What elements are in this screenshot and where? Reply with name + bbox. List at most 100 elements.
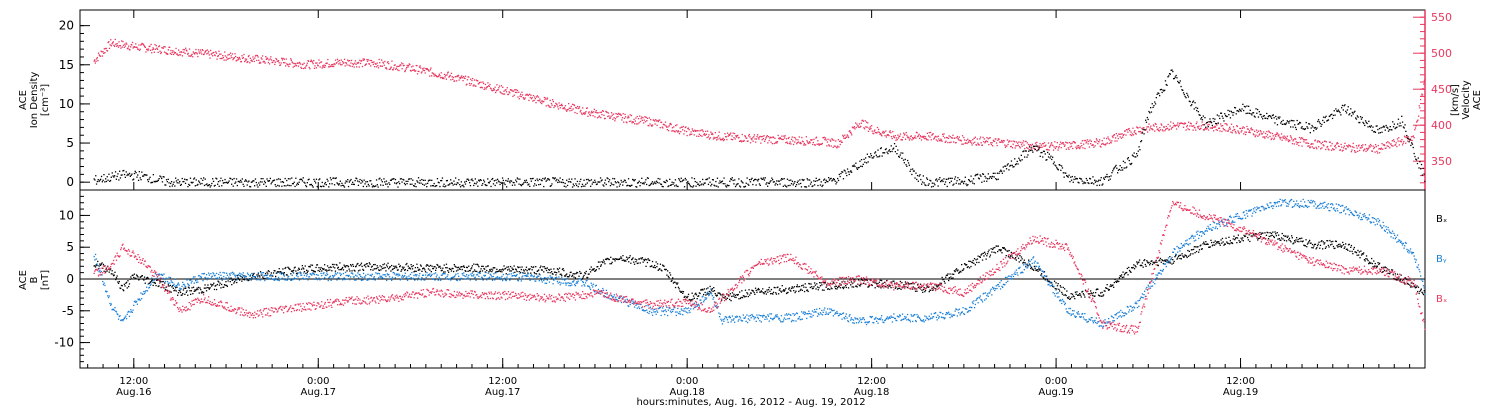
density-point — [1408, 141, 1410, 143]
bx-point — [363, 264, 365, 267]
velocity-point — [1418, 115, 1420, 117]
bx-point — [728, 295, 730, 297]
velocity-point — [1286, 137, 1288, 139]
velocity-point — [633, 118, 635, 120]
velocity-point — [611, 114, 613, 116]
velocity-point — [1361, 145, 1363, 147]
bx-point — [404, 269, 406, 271]
velocity-point — [241, 55, 243, 57]
velocity-point — [1289, 135, 1292, 137]
density-point — [543, 185, 545, 188]
velocity-point — [163, 45, 165, 48]
velocity-point — [1343, 147, 1345, 149]
velocity-point — [1193, 125, 1195, 127]
density-point — [1210, 120, 1212, 123]
density-point — [787, 184, 789, 187]
density-point — [1156, 93, 1158, 95]
velocity-point — [534, 96, 536, 98]
bx-point — [329, 266, 332, 268]
density-point — [108, 173, 110, 175]
velocity-point — [149, 49, 152, 51]
density-point — [137, 179, 140, 181]
bx-point — [868, 285, 870, 287]
velocity-point — [578, 107, 580, 109]
velocity-point — [967, 138, 969, 140]
bx-point — [731, 295, 733, 298]
velocity-point — [1054, 141, 1056, 143]
velocity-point — [578, 106, 581, 108]
bx-point — [552, 273, 554, 275]
velocity-point — [571, 103, 574, 105]
velocity-point — [1293, 143, 1295, 145]
bx-point — [545, 267, 547, 270]
velocity-point — [334, 63, 336, 66]
bx-point — [170, 291, 172, 293]
density-point — [168, 182, 170, 184]
bx-point — [446, 267, 448, 269]
velocity-point — [923, 135, 925, 137]
density-point — [697, 183, 700, 185]
density-point — [957, 177, 959, 179]
density-point — [814, 184, 816, 186]
density-point — [699, 181, 701, 183]
density-point — [393, 178, 395, 180]
velocity-point — [282, 57, 284, 60]
density-point — [1232, 114, 1234, 116]
velocity-point — [555, 102, 557, 104]
density-point — [517, 178, 519, 180]
velocity-point — [348, 64, 350, 66]
velocity-point — [589, 113, 591, 116]
density-point — [687, 180, 689, 183]
velocity-point — [1311, 146, 1313, 148]
density-point — [1331, 113, 1333, 115]
density-point — [614, 181, 616, 183]
density-point — [183, 180, 185, 183]
velocity-point — [605, 111, 608, 113]
velocity-point — [1134, 132, 1137, 134]
velocity-point — [1222, 127, 1224, 130]
bx-point — [161, 281, 163, 283]
velocity-point — [822, 137, 824, 139]
velocity-point — [731, 135, 733, 137]
velocity-point — [657, 120, 659, 122]
velocity-point — [459, 77, 462, 80]
density-point — [509, 182, 511, 184]
velocity-point — [817, 143, 820, 145]
bx-point — [573, 276, 575, 278]
velocity-point — [965, 142, 967, 144]
bx-point — [898, 283, 900, 286]
bx-point — [780, 291, 783, 293]
density-point — [1260, 113, 1262, 116]
velocity-point — [677, 130, 679, 132]
bx-point — [372, 269, 374, 271]
bx-point — [384, 266, 386, 269]
density-point — [823, 178, 826, 180]
density-point — [1185, 97, 1187, 99]
velocity-point — [1379, 148, 1381, 150]
velocity-point — [853, 127, 855, 129]
bx-point — [346, 270, 348, 272]
legend-bz: Bₓ — [1436, 294, 1447, 305]
velocity-point — [1166, 127, 1169, 129]
velocity-point — [528, 99, 530, 102]
density-point — [669, 184, 672, 186]
velocity-point — [1027, 147, 1029, 149]
velocity-point — [844, 134, 846, 136]
velocity-point — [154, 43, 156, 46]
velocity-point — [374, 63, 376, 65]
density-point — [1057, 169, 1059, 171]
velocity-point — [243, 53, 245, 56]
velocity-point — [502, 93, 504, 95]
velocity-point — [939, 140, 941, 142]
velocity-point — [808, 142, 810, 144]
density-point — [305, 184, 307, 187]
velocity-point — [868, 127, 870, 129]
density-point — [1011, 164, 1013, 166]
density-point — [659, 178, 661, 180]
bx-point — [829, 288, 831, 291]
density-point — [1272, 114, 1274, 116]
velocity-point — [681, 126, 683, 128]
density-point — [444, 186, 446, 188]
velocity-point — [203, 53, 205, 55]
